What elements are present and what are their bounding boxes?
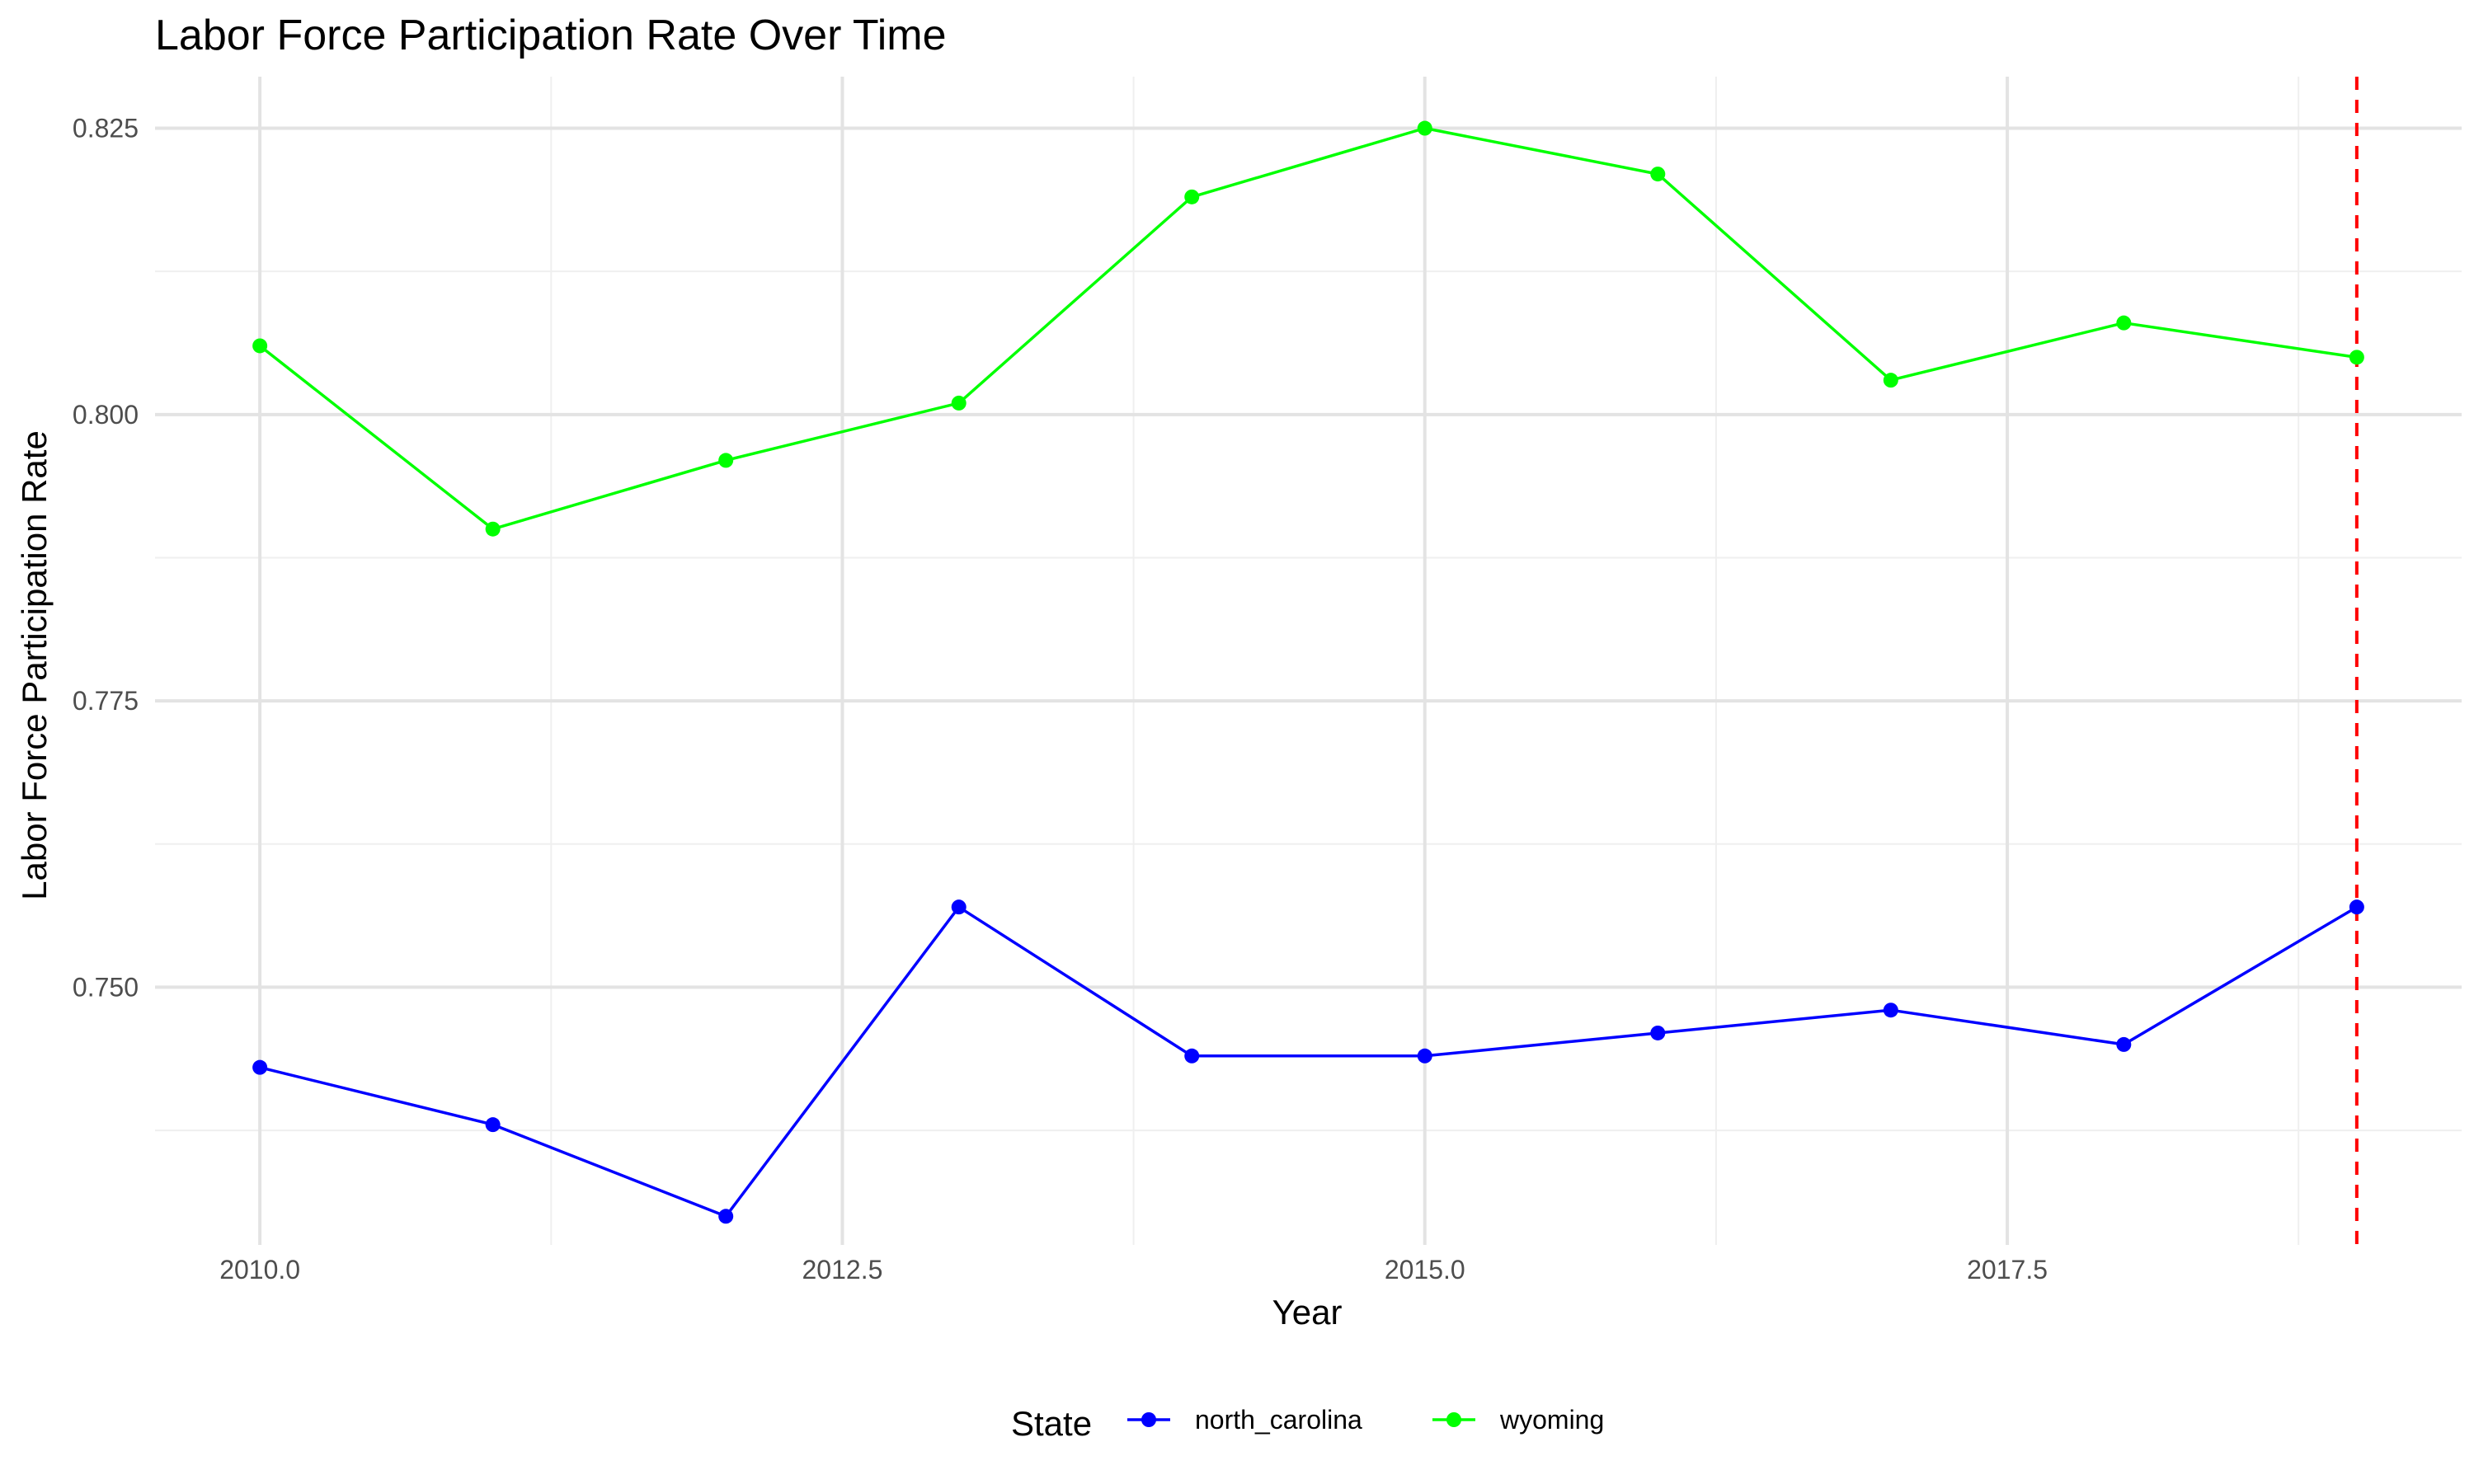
major-gridlines — [155, 77, 2462, 1245]
data-point-north_carolina — [252, 1059, 268, 1075]
y-axis-tick-labels: 0.750 0.775 0.800 0.825 — [73, 114, 139, 1003]
data-point-north_carolina — [1650, 1025, 1666, 1040]
data-point-wyoming — [718, 453, 734, 468]
y-axis-title: Labor Force Participation Rate — [15, 430, 54, 900]
x-axis-title: Year — [1272, 1293, 1343, 1331]
data-point-north_carolina — [2349, 899, 2364, 915]
legend-title: State — [1011, 1404, 1092, 1443]
minor-gridlines — [155, 77, 2462, 1245]
x-axis-tick-labels: 2010.0 2012.5 2015.0 2017.5 — [219, 1255, 2048, 1284]
data-point-wyoming — [1184, 189, 1200, 204]
legend-label-north_carolina: north_carolina — [1195, 1405, 1362, 1435]
data-point-north_carolina — [1883, 1003, 1898, 1018]
series-line-north_carolina — [259, 905, 2358, 1219]
legend-key-point-north_carolina — [1141, 1412, 1156, 1427]
data-point-north_carolina — [1184, 1048, 1200, 1064]
y-tick-label: 0.750 — [73, 972, 139, 1002]
y-tick-label: 0.775 — [73, 686, 139, 716]
data-point-wyoming — [485, 521, 501, 537]
data-point-north_carolina — [485, 1117, 501, 1133]
y-tick-label: 0.825 — [73, 114, 139, 143]
data-point-wyoming — [1883, 373, 1898, 388]
data-point-north_carolina — [951, 899, 967, 915]
series-line-wyoming — [259, 126, 2358, 531]
chart-title: Labor Force Participation Rate Over Time — [155, 12, 947, 59]
data-point-wyoming — [1650, 167, 1666, 182]
x-tick-label: 2015.0 — [1385, 1255, 1465, 1284]
x-tick-label: 2017.5 — [1967, 1255, 2048, 1284]
series-lines — [259, 126, 2358, 1219]
data-point-wyoming — [2116, 315, 2132, 331]
legend-label-wyoming: wyoming — [1499, 1405, 1604, 1435]
data-point-north_carolina — [2116, 1036, 2132, 1052]
data-point-wyoming — [1417, 120, 1432, 136]
data-point-wyoming — [2349, 350, 2364, 365]
data-point-north_carolina — [1417, 1048, 1432, 1064]
data-point-north_carolina — [718, 1209, 734, 1224]
legend: State north_carolina wyoming — [1011, 1404, 1604, 1443]
legend-key-point-wyoming — [1446, 1412, 1461, 1427]
data-point-wyoming — [252, 338, 268, 354]
y-tick-label: 0.800 — [73, 400, 139, 430]
data-point-wyoming — [951, 395, 967, 411]
x-tick-label: 2010.0 — [219, 1255, 300, 1284]
series-points — [252, 120, 2364, 1224]
x-tick-label: 2012.5 — [802, 1255, 883, 1284]
